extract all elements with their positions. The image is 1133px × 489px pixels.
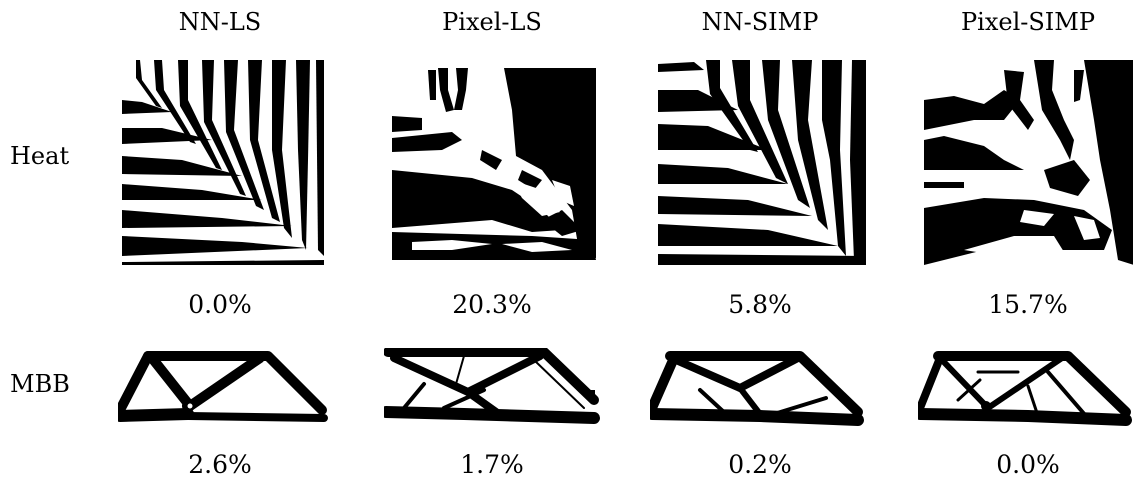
- mbb-nn-simp-percent: 0.2%: [728, 450, 792, 479]
- mbb-nn-ls-percent: 2.6%: [188, 450, 252, 479]
- column-title-nn-ls: NN-LS: [178, 8, 262, 36]
- mbb-pixel-ls-panel: [384, 348, 600, 424]
- heat-nn-ls-panel: [122, 60, 324, 265]
- mbb-nn-ls-panel: [118, 351, 328, 422]
- row-label-heat: Heat: [10, 142, 70, 170]
- heat-pixel-ls-percent: 20.3%: [452, 290, 532, 319]
- mbb-pixel-ls-percent: 1.7%: [460, 450, 524, 479]
- column-title-nn-simp: NN-SIMP: [701, 8, 819, 36]
- heat-pixel-ls-panel: [392, 60, 596, 265]
- heat-pixel-simp-panel: [924, 60, 1133, 265]
- mbb-nn-simp-panel: [650, 351, 864, 426]
- heat-nn-ls-percent: 0.0%: [188, 290, 252, 319]
- mbb-pixel-simp-percent: 0.0%: [996, 450, 1060, 479]
- column-title-pixel-simp: Pixel-SIMP: [961, 8, 1095, 36]
- mbb-pixel-simp-panel: [918, 351, 1132, 426]
- heat-pixel-simp-percent: 15.7%: [988, 290, 1068, 319]
- heat-nn-simp-percent: 5.8%: [728, 290, 792, 319]
- heat-nn-simp-panel: [658, 60, 866, 265]
- row-label-mbb: MBB: [10, 370, 70, 398]
- column-title-pixel-ls: Pixel-LS: [442, 8, 542, 36]
